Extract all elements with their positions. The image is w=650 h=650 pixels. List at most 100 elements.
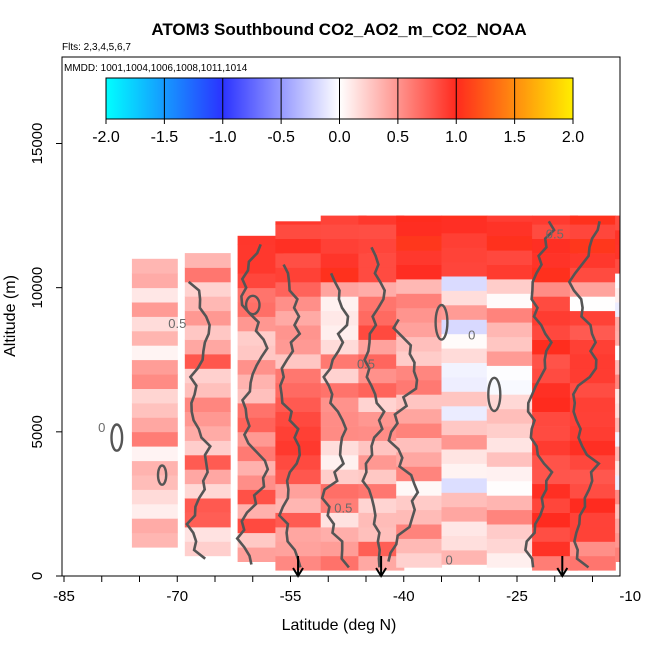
- heatmap-cell: [320, 339, 367, 355]
- heatmap-cell: [569, 368, 616, 384]
- heatmap-cell: [615, 503, 620, 519]
- heatmap-cell: [396, 215, 443, 222]
- heatmap-cell: [615, 431, 620, 447]
- heatmap-cell: [237, 374, 284, 389]
- heatmap-cell: [569, 296, 616, 312]
- contour-label: 0.5: [334, 501, 352, 516]
- contour-loop: [434, 303, 449, 341]
- heatmap-cell: [237, 273, 284, 289]
- heatmap-cell: [131, 503, 178, 519]
- heatmap-cell: [396, 552, 443, 568]
- heatmap-cell: [532, 512, 578, 528]
- heatmap-cell: [532, 469, 578, 485]
- heatmap-cell: [275, 469, 322, 485]
- heatmap-cell: [532, 527, 578, 542]
- heatmap-cell: [237, 475, 284, 490]
- contour-line: [235, 243, 270, 565]
- heatmap-cell: [486, 524, 533, 539]
- heatmap-cell: [358, 397, 405, 412]
- heatmap-cell: [358, 310, 405, 326]
- heatmap-cell: [569, 253, 616, 268]
- heatmap-cell: [358, 224, 405, 239]
- heatmap-cell: [441, 420, 488, 436]
- heatmap-cell: [358, 469, 405, 485]
- heatmap-cell: [441, 434, 488, 450]
- heatmap-cell: [441, 492, 488, 508]
- heatmap-cell: [615, 302, 620, 317]
- heatmap-cell: [275, 267, 322, 283]
- heatmap-cell: [184, 339, 231, 355]
- heatmap-cell: [441, 478, 488, 493]
- heatmap-cell: [358, 238, 405, 254]
- heatmap-cell: [358, 527, 405, 542]
- profile-marker-arrow: [556, 556, 569, 578]
- y-tick-label: 15000: [29, 123, 46, 165]
- heatmap-cell: [358, 498, 405, 513]
- x-tick-label: -85: [53, 588, 75, 605]
- heatmap-cell: [441, 391, 488, 407]
- heatmap-cell: [615, 330, 620, 346]
- heatmap-cell: [396, 437, 443, 453]
- heatmap-cell: [131, 359, 178, 375]
- heatmap-cell: [532, 296, 578, 312]
- heatmap-cell: [486, 394, 533, 410]
- heatmap-cell: [184, 498, 231, 513]
- contour-label: 0.5: [168, 316, 186, 331]
- heatmap-cell: [615, 258, 620, 274]
- heatmap-cell: [320, 224, 367, 239]
- heatmap-cell: [532, 541, 578, 557]
- contour-labels: 0.50.50.50.50.50.50.500000: [98, 227, 564, 568]
- heatmap-cell: [486, 480, 533, 496]
- heatmap-cell: [441, 333, 488, 349]
- heatmap-cell: [184, 426, 231, 441]
- heatmap-cell: [615, 316, 620, 332]
- heatmap-cell: [358, 354, 405, 369]
- heatmap-cell: [532, 382, 578, 398]
- heatmap-cell: [486, 221, 533, 237]
- heatmap-cell: [569, 215, 616, 225]
- heatmap-cell: [486, 423, 533, 438]
- heatmap-cell: [131, 273, 178, 289]
- heatmap-cell: [396, 538, 443, 554]
- heatmap-cell: [486, 379, 533, 395]
- heatmap-cell: [486, 538, 533, 554]
- x-tick-label: -40: [393, 588, 415, 605]
- colorbar-tick-label: 2.0: [562, 129, 584, 146]
- heatmap-cell: [569, 512, 616, 528]
- heatmap-cell: [396, 408, 443, 424]
- heatmap-cell: [131, 532, 178, 548]
- heatmap-cell: [532, 426, 578, 441]
- heatmap-cell: [615, 244, 620, 260]
- heatmap-cell: [569, 411, 616, 427]
- heatmap-cell: [615, 359, 620, 375]
- heatmap-cell: [275, 339, 322, 355]
- heatmap-cell: [396, 423, 443, 438]
- colorbar-tick-label: 1.5: [504, 129, 526, 146]
- contour-loop: [244, 294, 261, 316]
- heatmap-cell: [358, 368, 405, 384]
- heatmap-cell: [184, 483, 231, 499]
- heatmap-cell: [532, 310, 578, 326]
- heatmap-cell: [569, 527, 616, 542]
- contour-line: [387, 318, 420, 562]
- heatmap-cell: [131, 388, 178, 404]
- chart-title: ATOM3 Southbound CO2_AO2_m_CO2_NOAA: [151, 20, 526, 39]
- heatmap-cell: [275, 426, 322, 441]
- heatmap-cell: [615, 345, 620, 361]
- heatmap-cell: [237, 446, 284, 462]
- heatmap-cell: [441, 319, 488, 335]
- y-tick-label: 0: [29, 572, 46, 580]
- heatmap-cell: [615, 417, 620, 433]
- contour-label: 0.5: [357, 356, 375, 371]
- heatmap-cell: [237, 244, 284, 260]
- heatmap-cell: [486, 351, 533, 366]
- heatmap-cell: [486, 279, 533, 294]
- colorbar-tick-label: -0.5: [267, 129, 295, 146]
- heatmap-cell: [237, 330, 284, 346]
- heatmap-cell: [569, 454, 616, 470]
- heatmap-cell: [441, 261, 488, 277]
- heatmap-cell: [441, 348, 488, 363]
- heatmap-cell: [320, 238, 367, 254]
- contour-loop: [487, 376, 502, 413]
- heatmap-cell: [320, 281, 367, 297]
